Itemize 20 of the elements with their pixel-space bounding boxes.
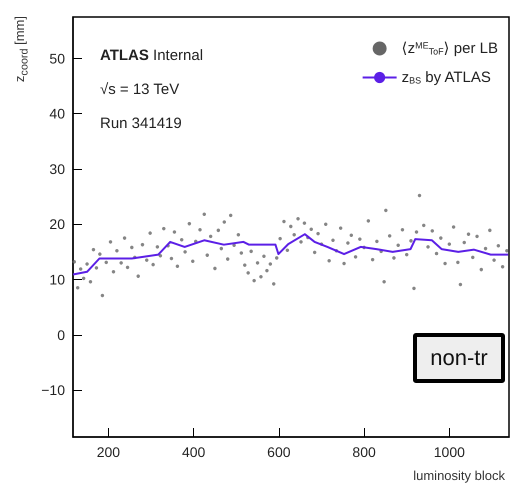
annotation: Run 341419 [100, 115, 182, 132]
annotation: ATLAS Internal [100, 47, 204, 64]
x-tick-label: 200 [96, 444, 120, 460]
y-tick-label: 40 [49, 106, 66, 122]
x-tick-label: 1000 [434, 444, 466, 460]
x-tick-label: 400 [182, 444, 206, 460]
y-tick-label: 50 [49, 50, 66, 66]
annotation: non-tr [430, 345, 488, 371]
y-tick-label: 0 [57, 326, 66, 343]
x-tick-label: 800 [352, 444, 376, 460]
y-tick-label: 10 [49, 272, 66, 288]
y-tick-label: 20 [49, 216, 66, 232]
line-series [72, 233, 510, 276]
y-tick-label: 30 [49, 160, 66, 177]
x-axis-title: luminosity block [413, 468, 506, 483]
y-tick-label: −10 [41, 382, 66, 398]
x-tick-label: 600 [267, 444, 291, 460]
annotation: √s = 13 TeV [100, 81, 180, 98]
callout-box: non-tr [413, 333, 505, 383]
legend-label: zBS by ATLAS [402, 69, 491, 86]
